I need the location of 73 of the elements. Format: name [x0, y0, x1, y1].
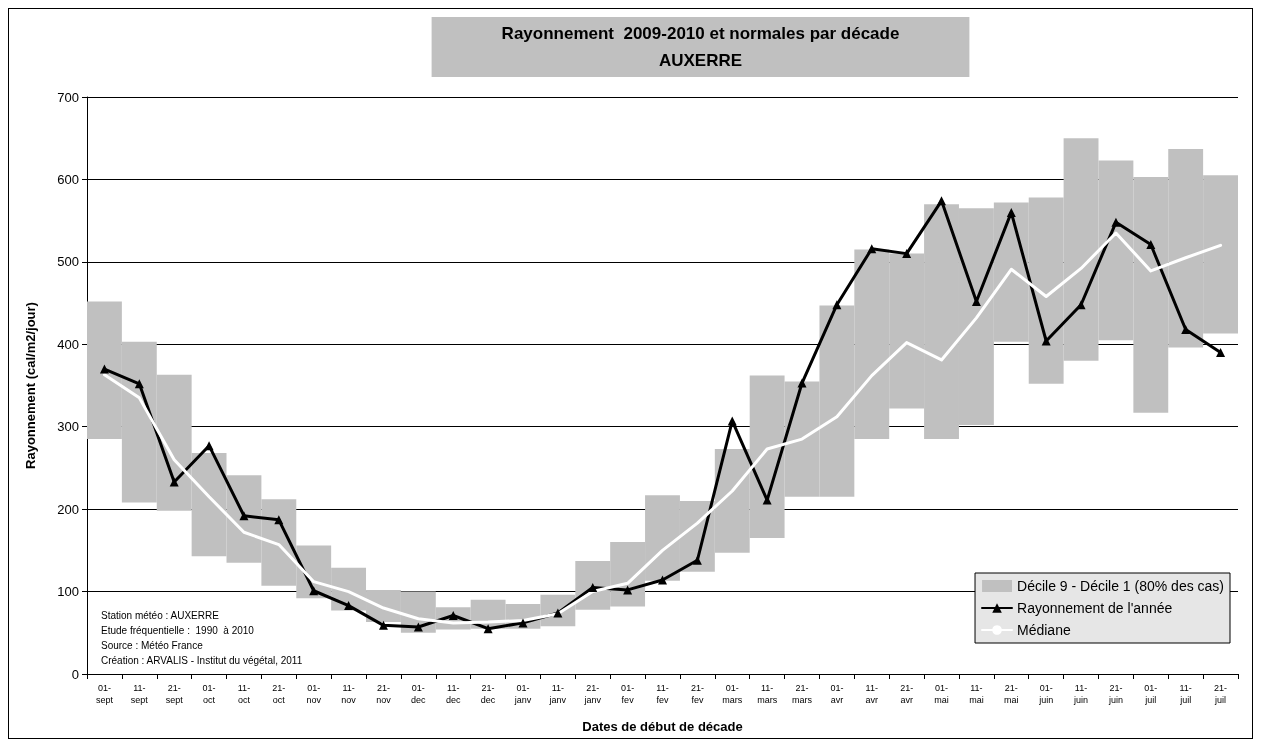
- y-tick-label: 500: [57, 254, 79, 270]
- point: [1076, 300, 1086, 310]
- x-tick-label: 21- mars: [792, 683, 813, 705]
- point: [1111, 217, 1121, 227]
- x-tick-label: 21- nov: [376, 683, 392, 705]
- x-tick-label: 01- mars: [722, 683, 743, 705]
- x-tick-label: 11- sept: [130, 683, 149, 705]
- x-tick-label: 11- dec: [445, 683, 461, 705]
- x-tick-label: 21- fev: [690, 683, 704, 705]
- point: [692, 555, 702, 565]
- x-tick-label: 21- janv: [583, 683, 602, 705]
- x-tick-label: 11- fev: [656, 683, 669, 705]
- y-tick-label: 0: [71, 666, 79, 682]
- x-tick-label: 21- juin: [1107, 683, 1123, 705]
- x-tick-label: 21- juil: [1214, 683, 1228, 705]
- point: [937, 196, 947, 206]
- x-tick-label: 21- oct: [272, 683, 286, 705]
- y-tick-label: 200: [57, 501, 79, 517]
- y-tick-label: 600: [57, 171, 79, 187]
- annotation: Source : Météo France: [101, 640, 204, 651]
- annotation: Etude fréquentielle : 1990 à 2010: [101, 625, 255, 636]
- point: [658, 575, 667, 585]
- x-tick-label: 01- mai: [934, 683, 949, 705]
- x-tick-label: 11- avr: [865, 683, 879, 705]
- x-axis-title: Dates de début de décade: [582, 719, 743, 734]
- point: [378, 620, 388, 630]
- x-tick-label: 11- mars: [757, 683, 778, 705]
- point: [239, 511, 249, 521]
- point: [483, 624, 493, 634]
- point: [204, 441, 214, 451]
- x-tick-label: 11- nov: [341, 683, 357, 705]
- point: [1216, 348, 1226, 358]
- legend-label: Rayonnement de l'année: [1017, 600, 1173, 616]
- point: [797, 378, 807, 388]
- y-tick-label: 100: [57, 584, 79, 600]
- chart-title: Rayonnement 2009-2010 et normales par décade: [501, 24, 900, 43]
- x-tick-label: 11- juin: [1073, 683, 1089, 705]
- x-tick-label: 21- dec: [480, 683, 496, 705]
- y-tick-label: 700: [57, 89, 79, 105]
- x-tick-label: 01- dec: [411, 683, 427, 705]
- legend-label: Médiane: [1017, 622, 1071, 638]
- x-tick-label: 01- oct: [202, 683, 216, 705]
- x-tick-label: 11- janv: [548, 683, 567, 705]
- point: [518, 618, 528, 628]
- point: [832, 300, 842, 310]
- annotation: Station météo : AUXERRE: [101, 610, 220, 621]
- x-tick-label: 01- juin: [1038, 683, 1054, 705]
- x-tick-label: 01- juil: [1144, 683, 1158, 705]
- x-tick-label: 21- sept: [165, 683, 184, 705]
- point: [1146, 240, 1156, 250]
- y-tick-label: 300: [57, 419, 79, 435]
- point: [1006, 207, 1016, 217]
- point: [902, 249, 912, 259]
- legend-label: Décile 9 - Décile 1 (80% des cas): [1017, 578, 1225, 594]
- x-tick-label: 11- juil: [1179, 683, 1192, 705]
- x-tick-label: 01- nov: [306, 683, 322, 705]
- x-tick-label: 11- oct: [237, 683, 251, 705]
- point: [413, 622, 423, 632]
- chart-subtitle: AUXERRE: [658, 51, 743, 70]
- point: [344, 601, 354, 611]
- point: [99, 364, 109, 374]
- x-tick-label: 01- avr: [830, 683, 844, 705]
- x-tick-label: 21- mai: [1004, 683, 1019, 705]
- y-tick-label: 400: [57, 336, 79, 352]
- y-axis-title: Rayonnement (cal/m2/jour): [23, 302, 38, 469]
- point: [1181, 324, 1191, 334]
- x-tick-label: 01- janv: [513, 683, 532, 705]
- x-tick-label: 21- avr: [900, 683, 914, 705]
- point: [588, 582, 598, 592]
- x-tick-label: 01- sept: [95, 683, 114, 705]
- annotation: Création : ARVALIS - Institut du végétal, 2011: [101, 655, 303, 666]
- x-tick-label: 01- fev: [621, 683, 635, 705]
- x-tick-label: 11- mai: [969, 683, 984, 705]
